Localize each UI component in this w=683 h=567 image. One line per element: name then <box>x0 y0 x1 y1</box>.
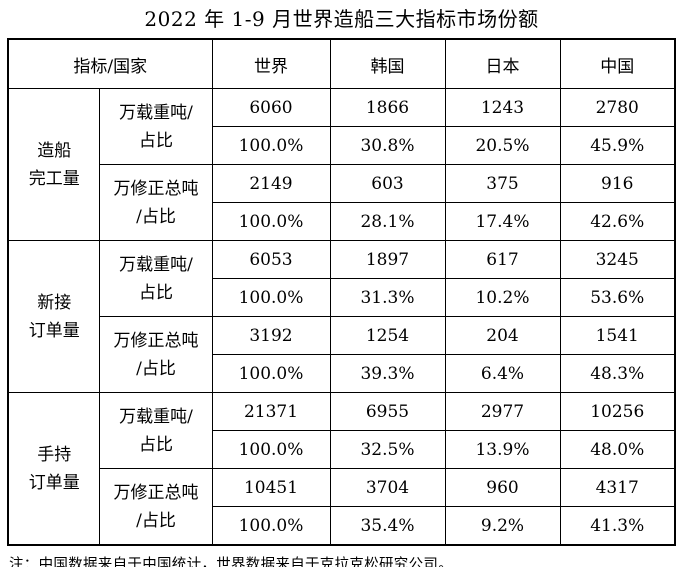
share-cell: 53.6% <box>559 278 676 317</box>
table-row: 万修正总吨 /占比 3192 1254 204 1541 <box>8 316 676 393</box>
metric-label-line: 万修正总吨 <box>113 178 199 199</box>
table-row: 100.0% 39.3% 6.4% 48.3% <box>8 354 676 393</box>
group-label-completions: 造船 完工量 <box>7 88 101 241</box>
share-cell: 100.0% <box>211 506 331 546</box>
table-row: 手持 订单量 万载重吨/ 占比 21371 6955 2977 10256 <box>7 392 676 546</box>
metric-label-line: /占比 <box>136 206 176 227</box>
share-cell: 100.0% <box>211 278 331 317</box>
metric-label-line: 万载重吨/ <box>119 102 193 123</box>
metric-label-cgt: 万修正总吨 /占比 <box>99 316 213 393</box>
table-row: 100.0% 28.1% 17.4% 42.6% <box>8 202 676 241</box>
col-header-world: 世界 <box>211 38 331 89</box>
share-cell: 20.5% <box>444 126 561 165</box>
share-cell: 42.6% <box>559 202 676 241</box>
table-row: 100.0% 35.4% 9.2% 41.3% <box>8 506 676 546</box>
group-label-line: 新接 <box>37 292 72 313</box>
share-cell: 48.3% <box>559 354 676 393</box>
page-title: 2022 年 1-9 月世界造船三大指标市场份额 <box>144 7 539 31</box>
corner-header-cell: 指标/国家 <box>7 38 213 89</box>
metric-label-line: /占比 <box>136 358 176 379</box>
value-cell: 1254 <box>329 316 446 355</box>
value-cell: 6053 <box>211 240 331 279</box>
table-header-row: 指标/国家 世界 韩国 日本 中国 <box>7 38 676 89</box>
share-cell: 35.4% <box>329 506 446 546</box>
group-label-new-orders: 新接 订单量 <box>7 240 101 393</box>
table-row: 新接 订单量 万载重吨/ 占比 6053 1897 617 3245 <box>7 240 676 393</box>
value-cell: 3704 <box>329 468 446 507</box>
group-label-line: 订单量 <box>28 320 80 341</box>
value-cell: 21371 <box>211 392 331 431</box>
table-row: 造船 完工量 万载重吨/ 占比 6060 1866 1243 2780 <box>7 88 676 241</box>
value-cell: 3192 <box>211 316 331 355</box>
group-label-line: 订单量 <box>28 472 80 493</box>
value-cell: 1866 <box>329 88 446 127</box>
value-cell: 1243 <box>444 88 561 127</box>
share-cell: 6.4% <box>444 354 561 393</box>
col-header-japan: 日本 <box>444 38 561 89</box>
col-header-china: 中国 <box>559 38 676 89</box>
share-cell: 32.5% <box>329 430 446 469</box>
share-cell: 100.0% <box>211 430 331 469</box>
metric-label-cgt: 万修正总吨 /占比 <box>99 468 213 546</box>
value-cell: 10256 <box>559 392 676 431</box>
table-row: 100.0% 32.5% 13.9% 48.0% <box>8 430 676 469</box>
shipbuilding-market-share-table: 指标/国家 世界 韩国 日本 中国 造船 完工量 万载重吨/ 占比 6060 1… <box>6 38 676 546</box>
metric-label-line: 万载重吨/ <box>119 406 193 427</box>
table-row: 万修正总吨 /占比 10451 3704 960 4317 <box>8 468 676 546</box>
metric-label-line: 占比 <box>138 130 173 151</box>
metric-label-line: 占比 <box>138 282 173 303</box>
group-label-line: 完工量 <box>28 168 80 189</box>
value-cell: 617 <box>444 240 561 279</box>
metric-label-line: 占比 <box>138 434 173 455</box>
value-cell: 6955 <box>329 392 446 431</box>
share-cell: 45.9% <box>559 126 676 165</box>
group-label-line: 手持 <box>37 444 72 465</box>
value-cell: 6060 <box>211 88 331 127</box>
value-cell: 2149 <box>211 164 331 203</box>
share-cell: 28.1% <box>329 202 446 241</box>
share-cell: 100.0% <box>211 126 331 165</box>
metric-label-line: 万修正总吨 <box>113 330 199 351</box>
metric-label-dwt: 万载重吨/ 占比 <box>99 88 213 165</box>
metric-label-line: 万载重吨/ <box>119 254 193 275</box>
metric-label-cgt: 万修正总吨 /占比 <box>99 164 213 241</box>
value-cell: 603 <box>329 164 446 203</box>
metric-label-dwt: 万载重吨/ 占比 <box>99 240 213 317</box>
table-row: 100.0% 31.3% 10.2% 53.6% <box>8 278 676 317</box>
value-cell: 960 <box>444 468 561 507</box>
group-label-orderbook: 手持 订单量 <box>7 392 101 546</box>
value-cell: 10451 <box>211 468 331 507</box>
share-cell: 10.2% <box>444 278 561 317</box>
share-cell: 13.9% <box>444 430 561 469</box>
value-cell: 1541 <box>559 316 676 355</box>
value-cell: 4317 <box>559 468 676 507</box>
share-cell: 9.2% <box>444 506 561 546</box>
share-cell: 31.3% <box>329 278 446 317</box>
source-footnote: 注：中国数据来自于中国统计，世界数据来自于克拉克松研究公司。 <box>9 557 453 567</box>
share-cell: 100.0% <box>211 354 331 393</box>
value-cell: 3245 <box>559 240 676 279</box>
metric-label-line: 万修正总吨 <box>113 482 199 503</box>
share-cell: 41.3% <box>559 506 676 546</box>
share-cell: 39.3% <box>329 354 446 393</box>
metric-label-dwt: 万载重吨/ 占比 <box>99 392 213 469</box>
value-cell: 204 <box>444 316 561 355</box>
share-cell: 100.0% <box>211 202 331 241</box>
metric-label-line: /占比 <box>136 510 176 531</box>
table-row: 100.0% 30.8% 20.5% 45.9% <box>8 126 676 165</box>
share-cell: 48.0% <box>559 430 676 469</box>
value-cell: 916 <box>559 164 676 203</box>
value-cell: 2977 <box>444 392 561 431</box>
value-cell: 1897 <box>329 240 446 279</box>
share-cell: 30.8% <box>329 126 446 165</box>
value-cell: 375 <box>444 164 561 203</box>
group-label-line: 造船 <box>37 140 72 161</box>
col-header-korea: 韩国 <box>329 38 446 89</box>
value-cell: 2780 <box>559 88 676 127</box>
table-row: 万修正总吨 /占比 2149 603 375 916 <box>8 164 676 241</box>
share-cell: 17.4% <box>444 202 561 241</box>
